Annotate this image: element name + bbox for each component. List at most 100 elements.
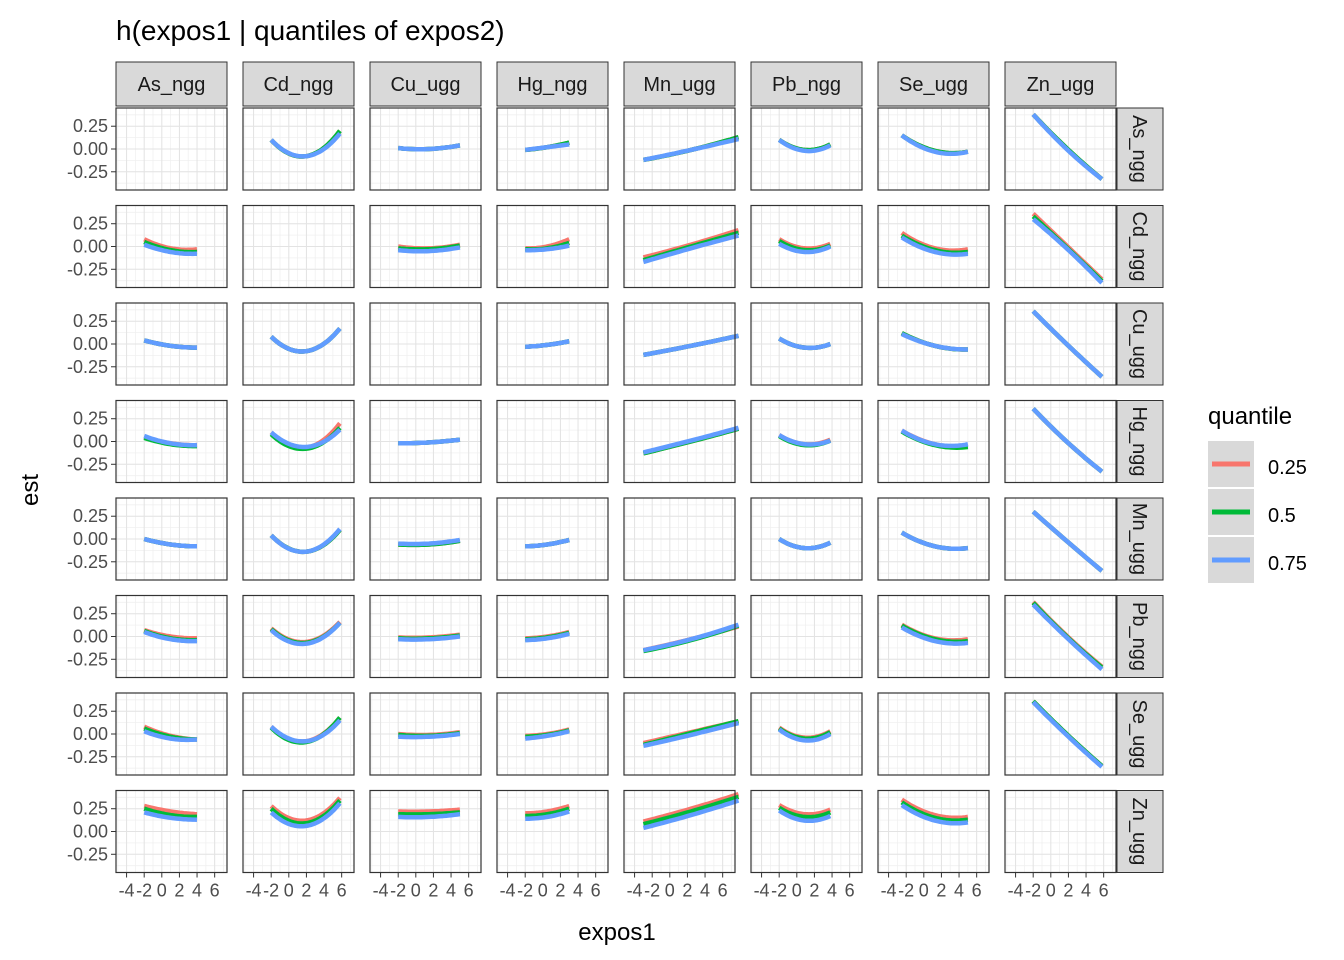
series-line-q0.75 (642, 622, 740, 653)
y-tick-label: 0.00 (73, 822, 108, 842)
panel-border (877, 107, 990, 191)
x-tick-label: 6 (591, 881, 601, 901)
x-tick-label: 6 (718, 881, 728, 901)
series-line-q0.75 (143, 729, 198, 743)
x-tick-label: 2 (1063, 881, 1073, 901)
y-tick-label: 0.25 (73, 116, 108, 136)
panel-border (623, 789, 736, 874)
x-tick-label: 4 (954, 881, 964, 901)
panel-border (242, 302, 355, 386)
y-tick-label: 0.25 (73, 214, 108, 234)
panel-border (369, 692, 482, 776)
row-strip-label: Zn_ugg (1128, 798, 1150, 866)
series-line-q0.75 (1031, 407, 1104, 474)
series-line-q0.75 (143, 433, 198, 448)
series-line-q0.75 (398, 811, 461, 820)
series-line-q0.75 (777, 808, 832, 824)
series-line-q0.75 (143, 338, 198, 350)
series-line-q0.75 (524, 243, 570, 253)
series-line-q0.75 (900, 235, 969, 257)
series-line-q0.75 (524, 142, 570, 153)
series-line-q0.75 (900, 133, 969, 157)
series-line-q0.75 (398, 437, 461, 446)
panel-border (750, 692, 863, 776)
column-strip (496, 61, 609, 107)
series-line-q0.75 (1031, 700, 1104, 769)
panel-border (242, 789, 355, 874)
x-tick-label: 6 (337, 881, 347, 901)
x-tick-label: -4 (119, 881, 135, 901)
y-tick-label: 0.00 (73, 334, 108, 354)
panel-border (877, 692, 990, 776)
series-line-q0.25 (524, 803, 570, 816)
series-line-q0.75 (900, 803, 969, 826)
column-strip-label: Pb_ngg (772, 74, 841, 96)
legend-title: quantile (1208, 403, 1292, 430)
panel-border (369, 399, 482, 484)
y-tick-label: 0.00 (73, 432, 108, 452)
y-tick-label: -0.25 (67, 844, 108, 864)
panel-border (369, 302, 482, 386)
x-tick-label: 4 (573, 881, 583, 901)
row-strip-label: As_ngg (1128, 115, 1150, 183)
series-line-q0.5 (524, 806, 570, 819)
row-strip-label: Se_ugg (1128, 700, 1150, 769)
row-strip (1116, 302, 1164, 386)
panel-border (623, 594, 736, 679)
x-tick-label: 4 (446, 881, 456, 901)
column-strip (115, 61, 228, 107)
panel-border (877, 497, 990, 581)
row-strip-label: Hg_ngg (1128, 406, 1150, 476)
y-tick-label: -0.25 (67, 357, 108, 377)
row-strip (1116, 205, 1164, 288)
chart-title: h(expos1 | quantiles of expos2) (116, 15, 505, 46)
panel-border (369, 107, 482, 191)
panel-border (369, 497, 482, 581)
x-tick-label: -4 (754, 881, 770, 901)
series-line-q0.75 (900, 625, 969, 646)
panel-border (623, 107, 736, 191)
x-tick-label: 6 (1099, 881, 1109, 901)
row-strip (1116, 497, 1164, 581)
column-strip-label: Cd_ngg (263, 74, 333, 96)
panel-border (242, 497, 355, 581)
panel-border (496, 692, 609, 776)
panel-border (1004, 399, 1117, 484)
series-line-q0.75 (398, 731, 461, 740)
y-tick-label: -0.25 (67, 454, 108, 474)
panel-border (750, 302, 863, 386)
panel-border (750, 789, 863, 874)
series-line-q0.75 (269, 428, 342, 450)
legend-label-3: 0.75 (1268, 553, 1307, 575)
row-strip-label: Cd_ngg (1128, 211, 1150, 281)
series-line-q0.75 (642, 233, 740, 265)
column-strip-label: Zn_ugg (1027, 74, 1095, 96)
row-strip (1116, 400, 1164, 483)
series-line-q0.75 (900, 331, 968, 352)
series-line-q0.75 (778, 537, 832, 551)
series-line-q0.75 (777, 727, 832, 743)
series-line-q0.75 (524, 729, 570, 741)
panel-border (750, 107, 863, 191)
panel-border (496, 399, 609, 484)
x-tick-label: 2 (174, 881, 184, 901)
y-tick-label: -0.25 (67, 162, 108, 182)
x-axis-label: expos1 (578, 919, 655, 946)
series-line-q0.75 (1031, 603, 1104, 672)
row-strip-label: Pb_ngg (1128, 602, 1150, 671)
y-tick-label: -0.25 (67, 552, 108, 572)
x-tick-label: 4 (827, 881, 837, 901)
series-line-q0.75 (269, 527, 342, 555)
panel-border (369, 594, 482, 679)
y-tick-label: 0.00 (73, 237, 108, 257)
panel-border (750, 399, 863, 484)
x-tick-label: 0 (157, 881, 167, 901)
series-line-q0.5 (900, 800, 969, 823)
series-line-q0.75 (778, 241, 832, 255)
x-tick-label: 6 (845, 881, 855, 901)
x-tick-label: 0 (411, 881, 421, 901)
column-strip (877, 61, 990, 107)
row-strip (1116, 107, 1164, 191)
x-tick-label: -4 (500, 881, 516, 901)
